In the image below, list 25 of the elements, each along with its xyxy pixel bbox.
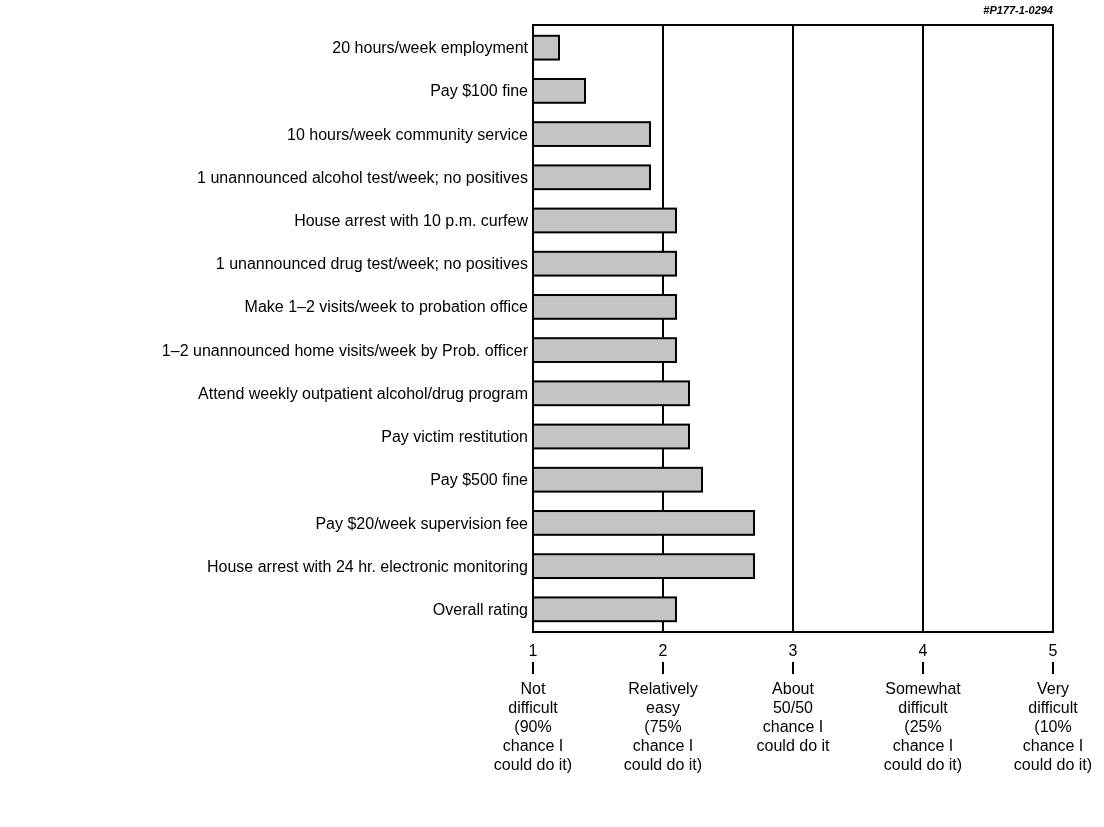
y-tick-label: Pay $100 fine [430, 82, 529, 100]
y-tick-label: House arrest with 10 p.m. curfew [294, 212, 529, 230]
text: #P177-1-0294 [983, 4, 1053, 16]
text: Very difficult (10% chance I could do it) [1013, 680, 1093, 773]
y-tick-label: 20 hours/week employment [332, 39, 529, 57]
text: Relatively easy (75% chance I could do it) [623, 680, 703, 773]
x-tick-label: 2 [658, 642, 668, 659]
text: Not difficult (90% chance I could do it) [493, 680, 573, 773]
y-tick-label: 10 hours/week community service [287, 125, 529, 143]
x-tick-label: 4 [918, 642, 928, 659]
text: About 50/50 chance I could do it [756, 680, 831, 754]
y-tick-label: 1–2 unannounced home visits/week by Prob. officer [161, 341, 529, 359]
y-tick-label: Pay victim restitution [381, 428, 528, 446]
x-tick-label: 1 [528, 642, 538, 659]
y-tick-label: 1 unannounced drug test/week; no positives [215, 255, 528, 273]
y-tick-label: Make 1–2 visits/week to probation office [244, 298, 529, 316]
x-tick-label: 5 [1048, 642, 1058, 659]
x-tick-label: 3 [788, 642, 798, 659]
y-tick-label: 1 unannounced alcohol test/week; no positives [197, 168, 528, 186]
text: Somewhat difficult (25% chance I could do it) [883, 680, 963, 773]
y-tick-label: Overall rating [432, 600, 528, 618]
y-tick-label: Attend weekly outpatient alcohol/drug program [198, 384, 528, 402]
y-tick-label: Pay $500 fine [430, 471, 529, 489]
y-tick-label: Pay $20/week supervision fee [315, 514, 529, 532]
y-tick-label: House arrest with 24 hr. electronic monitoring [206, 557, 528, 575]
